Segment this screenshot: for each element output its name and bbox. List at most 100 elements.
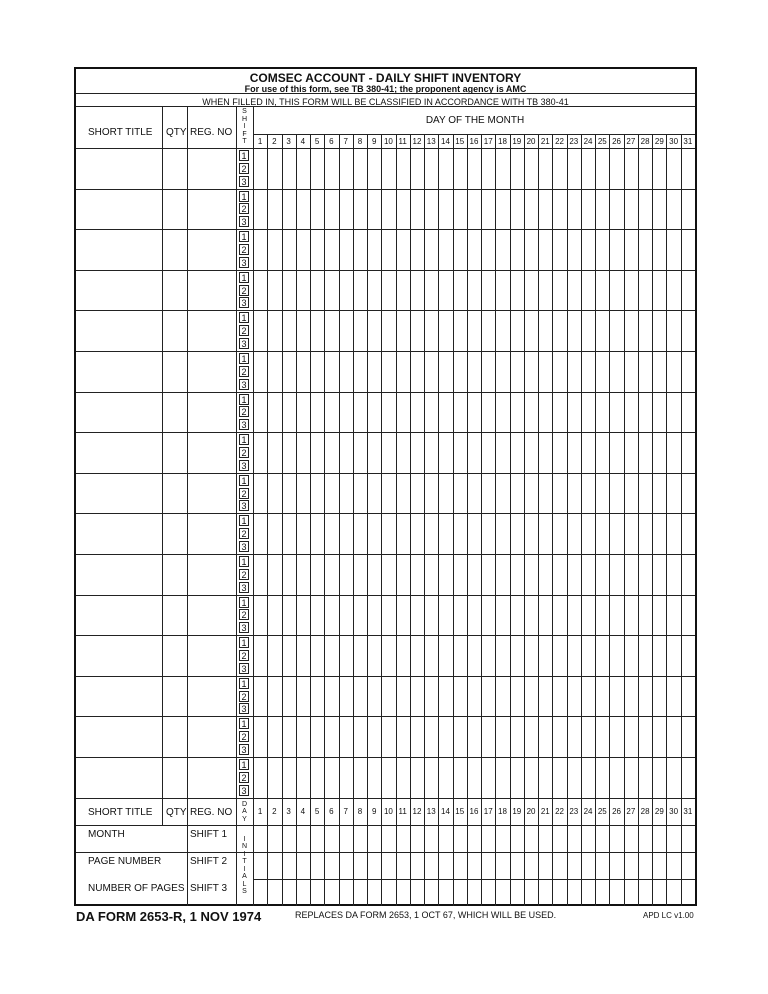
reg-no-cell[interactable] — [188, 190, 236, 230]
short-title-cell[interactable] — [77, 758, 162, 798]
short-title-cell[interactable] — [77, 596, 162, 636]
reg-no-cell[interactable] — [188, 433, 236, 473]
reg-no-cell[interactable] — [188, 596, 236, 636]
day-column-divider — [367, 134, 369, 798]
row-divider — [76, 554, 695, 555]
shift-3-box: 3 — [239, 500, 249, 512]
qty-cell[interactable] — [163, 352, 187, 392]
shift-2-box: 2 — [239, 244, 249, 255]
day-number: 31 — [683, 806, 693, 816]
reg-no-header: REG. NO — [190, 127, 233, 138]
column-divider — [187, 106, 188, 825]
qty-cell[interactable] — [163, 433, 187, 473]
shift-1-box: 1 — [239, 677, 249, 689]
short-title-cell[interactable] — [77, 433, 162, 473]
qty-cell[interactable] — [163, 393, 187, 433]
qty-cell[interactable] — [163, 636, 187, 676]
shift-vertical-label: H — [241, 115, 248, 123]
row-divider — [76, 229, 695, 231]
short-title-cell[interactable] — [77, 311, 162, 351]
day-number: 13 — [426, 806, 436, 816]
day-number: 8 — [357, 806, 363, 816]
row-divider — [76, 716, 695, 718]
reg-no-cell[interactable] — [188, 352, 236, 392]
reg-no-cell[interactable] — [188, 230, 236, 270]
shift-3-box: 3 — [239, 256, 249, 268]
day-number: 7 — [343, 137, 348, 146]
short-title-cell[interactable] — [77, 393, 162, 433]
reg-no-cell[interactable] — [188, 717, 236, 757]
shift-1-box: 1 — [239, 231, 249, 243]
shift-2-box: 2 — [239, 568, 249, 580]
reg-no-cell[interactable] — [188, 758, 236, 798]
day-number: 29 — [654, 806, 664, 816]
shift-2-box: 2 — [239, 325, 249, 337]
qty-cell[interactable] — [163, 677, 187, 717]
shift-1-box: 1 — [239, 271, 249, 283]
qty-cell[interactable] — [163, 190, 187, 230]
qty-cell[interactable] — [163, 596, 187, 636]
day-column-divider — [481, 134, 483, 798]
qty-cell[interactable] — [163, 474, 187, 514]
day-number: 20 — [526, 137, 536, 146]
reg-no-cell[interactable] — [188, 677, 236, 717]
day-column-divider — [267, 134, 269, 798]
day-number: 5 — [314, 137, 320, 146]
qty-cell[interactable] — [163, 311, 187, 351]
day-number: 28 — [640, 806, 650, 816]
reg-no-cell[interactable] — [188, 393, 236, 433]
short-title-cell[interactable] — [77, 514, 162, 554]
row-divider — [76, 472, 695, 474]
short-title-cell[interactable] — [77, 271, 162, 311]
shift-3-box: 3 — [239, 297, 249, 309]
qty-cell[interactable] — [163, 230, 187, 270]
day-column-divider — [466, 797, 468, 906]
qty-cell[interactable] — [163, 555, 187, 595]
initials-vertical-label: T — [242, 858, 247, 866]
initials-vertical-label: I — [243, 865, 246, 873]
day-column-divider — [523, 134, 525, 798]
day-number: 24 — [583, 806, 593, 816]
day-column-divider — [424, 134, 426, 798]
short-title-cell[interactable] — [77, 717, 162, 757]
short-title-cell[interactable] — [77, 474, 162, 514]
reg-no-cell[interactable] — [188, 271, 236, 311]
day-number: 17 — [483, 137, 493, 146]
day-column-divider — [424, 797, 426, 906]
day-column-divider — [666, 134, 668, 798]
reg-no-cell[interactable] — [188, 149, 236, 189]
reg-no-cell[interactable] — [188, 555, 236, 595]
shift-2-box: 2 — [239, 284, 249, 296]
short-title-cell[interactable] — [77, 190, 162, 230]
day-column-divider — [580, 134, 582, 798]
day-column-divider — [595, 134, 597, 798]
reg-no-cell[interactable] — [188, 474, 236, 514]
day-number: 1 — [257, 137, 263, 146]
qty-cell[interactable] — [163, 514, 187, 554]
short-title-cell[interactable] — [77, 636, 162, 676]
qty-cell[interactable] — [163, 717, 187, 757]
short-title-cell[interactable] — [77, 149, 162, 189]
day-column-divider — [452, 134, 454, 798]
day-vertical-label: A — [242, 808, 247, 816]
day-column-divider — [481, 797, 483, 906]
short-title-header: SHORT TITLE — [88, 127, 153, 138]
short-title-cell[interactable] — [77, 555, 162, 595]
day-column-divider — [466, 134, 468, 798]
reg-no-cell[interactable] — [188, 636, 236, 676]
day-number: 25 — [597, 137, 607, 146]
qty-cell[interactable] — [163, 149, 187, 189]
initials-vertical-label: A — [242, 873, 247, 881]
short-title-cell[interactable] — [77, 677, 162, 717]
row-divider — [76, 797, 695, 799]
day-number: 19 — [512, 806, 522, 816]
day-column-divider — [395, 797, 397, 906]
day-number: 30 — [669, 137, 679, 146]
day-number: 22 — [555, 806, 564, 816]
reg-no-cell[interactable] — [188, 311, 236, 351]
short-title-cell[interactable] — [77, 352, 162, 392]
reg-no-cell[interactable] — [188, 514, 236, 554]
qty-cell[interactable] — [163, 271, 187, 311]
short-title-cell[interactable] — [77, 230, 162, 270]
qty-cell[interactable] — [163, 758, 187, 798]
